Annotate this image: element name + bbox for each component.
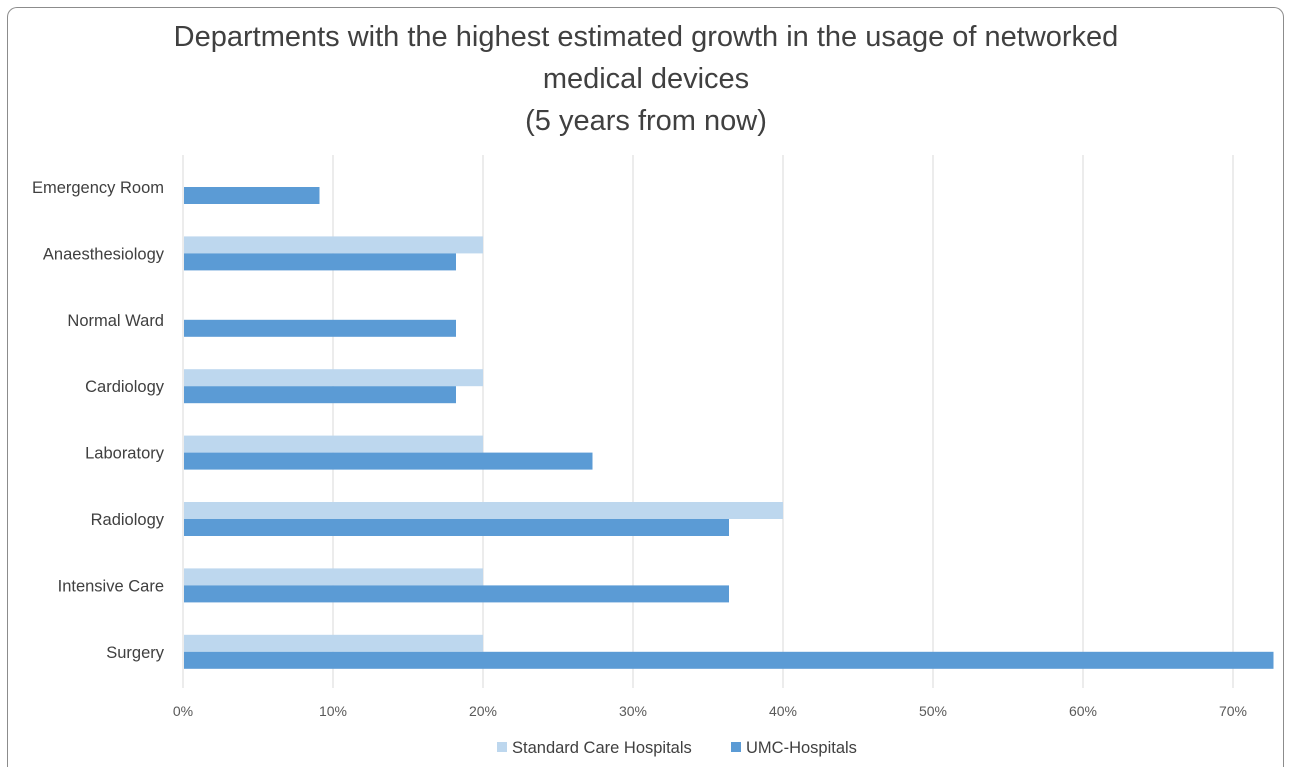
chart-frame (7, 7, 1284, 767)
category-label: Radiology (91, 511, 165, 529)
bar-umc (184, 319, 456, 337)
category-label: Surgery (106, 644, 165, 662)
x-tick-label: 30% (619, 703, 647, 719)
category-label: Anaesthesiology (43, 245, 165, 263)
bar-standard-care (184, 435, 483, 453)
bar-umc (184, 386, 456, 404)
bar-standard-care (184, 236, 483, 254)
x-tick-label: 10% (319, 703, 347, 719)
bar-umc (184, 452, 593, 470)
category-labels: Emergency Room Anaesthesiology Normal Ward… (32, 179, 165, 662)
chart-title: Departments with the highest estimated g… (80, 16, 1212, 142)
category-label: Cardiology (85, 378, 165, 396)
bar-standard-care (184, 634, 483, 652)
gridlines (182, 155, 1234, 688)
bar-standard-care (184, 502, 783, 519)
chart-title-line: Departments with the highest estimated g… (173, 21, 1119, 53)
legend-swatch (731, 742, 741, 752)
chart-title-line: (5 years from now) (525, 105, 767, 137)
bar-umc (184, 187, 320, 204)
bar-standard-care (184, 568, 483, 586)
category-label: Laboratory (85, 445, 165, 463)
chart-title-line: medical devices (542, 63, 750, 95)
bar-umc (184, 585, 729, 603)
bar-umc (184, 253, 456, 271)
bar-umc (184, 651, 1274, 669)
x-tick-label: 0% (173, 703, 193, 719)
legend-swatch (497, 742, 507, 752)
category-label: Emergency Room (32, 179, 164, 197)
bar-standard-care (184, 369, 483, 387)
bar-umc (184, 519, 729, 536)
legend-label: UMC-Hospitals (746, 739, 857, 757)
legend-label: Standard Care Hospitals (512, 739, 692, 757)
category-label: Intensive Care (58, 577, 164, 595)
legend: Standard Care Hospitals UMC-Hospitals (497, 739, 857, 757)
x-tick-labels: 0% 10% 20% 30% 40% 50% 60% 70% (173, 703, 1247, 719)
x-tick-label: 60% (1069, 703, 1097, 719)
category-label: Normal Ward (67, 312, 164, 330)
x-tick-label: 70% (1219, 703, 1247, 719)
x-tick-label: 50% (919, 703, 947, 719)
x-tick-label: 40% (769, 703, 797, 719)
bars (184, 187, 1274, 669)
x-tick-label: 20% (469, 703, 497, 719)
